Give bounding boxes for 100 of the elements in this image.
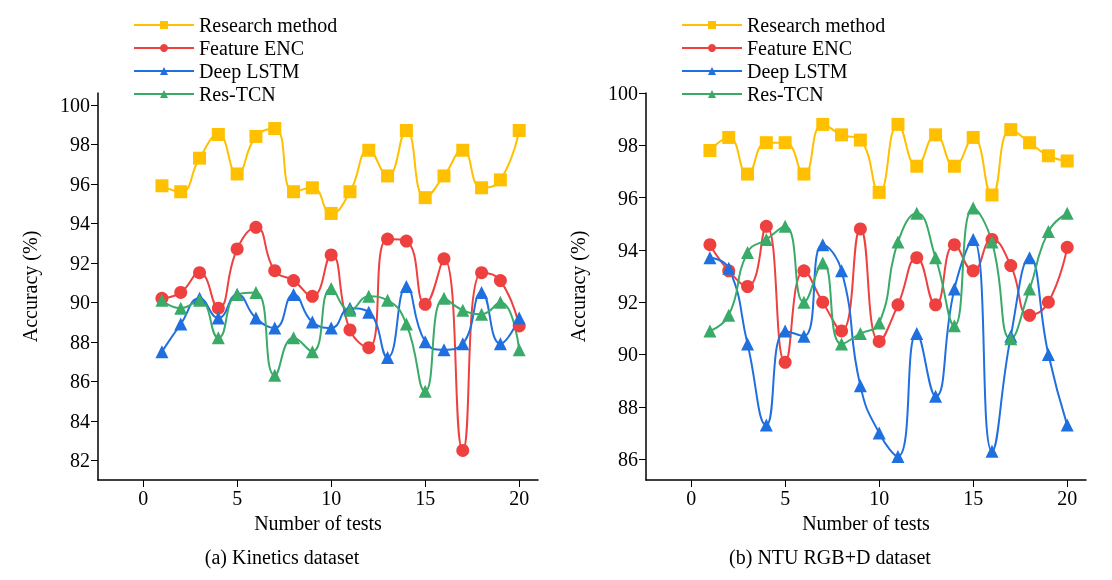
point bbox=[891, 449, 905, 463]
point bbox=[362, 305, 376, 319]
point bbox=[287, 287, 301, 301]
point bbox=[835, 128, 849, 142]
point bbox=[305, 345, 319, 359]
point bbox=[399, 280, 413, 293]
point bbox=[722, 130, 736, 144]
point bbox=[759, 136, 773, 150]
legend-label: Research method bbox=[199, 14, 338, 36]
point bbox=[399, 124, 413, 138]
point bbox=[399, 234, 413, 248]
point bbox=[249, 311, 263, 325]
point bbox=[249, 129, 263, 143]
point bbox=[910, 251, 924, 265]
y-tick-label: 100 bbox=[608, 82, 638, 104]
y-tick-label: 90 bbox=[618, 343, 638, 366]
point bbox=[174, 185, 188, 199]
point bbox=[966, 201, 980, 215]
point bbox=[929, 389, 943, 403]
y-tick-label: 90 bbox=[70, 291, 90, 314]
y-axis-title: Accuracy (%) bbox=[567, 230, 590, 343]
point bbox=[456, 303, 470, 317]
point bbox=[853, 379, 867, 393]
point bbox=[174, 301, 188, 315]
legend-label: Research method bbox=[747, 14, 886, 36]
y-tick-label: 100 bbox=[60, 93, 90, 116]
text: (a) Kinetics dataset bbox=[204, 546, 360, 569]
y-tick-label: 88 bbox=[70, 330, 90, 353]
point bbox=[1060, 240, 1074, 254]
y-axis-title: Accuracy (%) bbox=[19, 230, 42, 343]
point bbox=[211, 127, 225, 141]
point bbox=[418, 297, 432, 311]
point bbox=[381, 351, 395, 365]
point bbox=[853, 327, 867, 341]
text: (b) NTU RGB+D dataset bbox=[729, 546, 932, 569]
legend-label: Feature ENC bbox=[199, 37, 304, 59]
point bbox=[1060, 206, 1074, 220]
point bbox=[966, 264, 980, 278]
point bbox=[703, 324, 717, 338]
point bbox=[910, 327, 924, 341]
point bbox=[1041, 149, 1055, 163]
point bbox=[512, 311, 526, 325]
point bbox=[816, 256, 830, 270]
point bbox=[211, 311, 225, 325]
point bbox=[287, 185, 301, 199]
point bbox=[891, 117, 905, 131]
point bbox=[362, 341, 376, 355]
point bbox=[703, 238, 717, 252]
point bbox=[174, 285, 188, 299]
y-tick-label: 96 bbox=[618, 186, 638, 209]
point bbox=[362, 143, 376, 157]
point bbox=[703, 251, 717, 265]
point bbox=[703, 144, 717, 158]
point bbox=[947, 319, 961, 333]
point bbox=[759, 219, 773, 233]
point bbox=[249, 220, 263, 234]
point bbox=[1004, 259, 1018, 273]
point bbox=[872, 426, 886, 440]
point bbox=[268, 264, 282, 278]
legend-label: Feature ENC bbox=[747, 37, 852, 59]
point bbox=[305, 181, 319, 195]
point bbox=[985, 444, 999, 458]
y-tick-label: 92 bbox=[618, 291, 638, 314]
point bbox=[778, 355, 792, 369]
point bbox=[929, 128, 943, 142]
x-tick-label: 10 bbox=[321, 487, 342, 509]
point bbox=[835, 337, 849, 351]
point bbox=[268, 122, 282, 136]
point bbox=[493, 337, 507, 351]
legend-label: Res-TCN bbox=[747, 83, 824, 105]
point bbox=[512, 343, 526, 357]
point bbox=[816, 117, 830, 131]
x-tick-label: 5 bbox=[232, 487, 243, 509]
point bbox=[174, 317, 188, 331]
point bbox=[778, 219, 792, 233]
point bbox=[475, 266, 489, 280]
point bbox=[1041, 225, 1055, 239]
point bbox=[493, 173, 507, 187]
point bbox=[741, 246, 755, 260]
point bbox=[230, 167, 244, 181]
x-tick-label: 5 bbox=[780, 487, 791, 509]
point bbox=[193, 266, 207, 280]
point bbox=[287, 331, 301, 345]
point bbox=[211, 301, 225, 315]
point bbox=[835, 324, 849, 338]
point bbox=[966, 232, 980, 246]
y-tick-label: 98 bbox=[618, 134, 638, 157]
point bbox=[287, 274, 301, 288]
point bbox=[816, 238, 830, 252]
point bbox=[437, 291, 451, 305]
point bbox=[1004, 123, 1018, 137]
point bbox=[475, 181, 489, 195]
x-tick-label: 0 bbox=[686, 487, 697, 509]
point bbox=[929, 298, 943, 312]
point bbox=[343, 185, 357, 199]
point bbox=[456, 443, 470, 457]
point bbox=[193, 151, 207, 165]
point bbox=[797, 329, 811, 343]
point bbox=[797, 295, 811, 309]
legend-label: Deep LSTM bbox=[747, 60, 848, 83]
